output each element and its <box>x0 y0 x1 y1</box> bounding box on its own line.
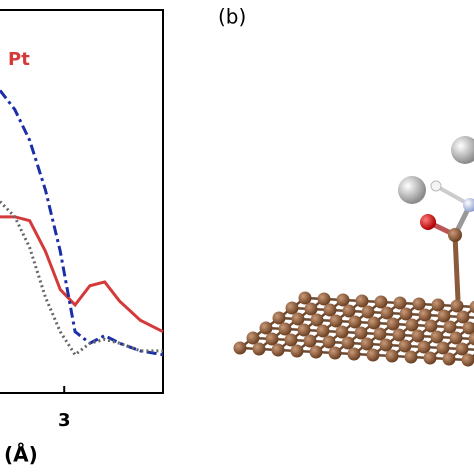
c-atom <box>424 319 438 333</box>
c-atom <box>361 305 375 319</box>
c-atom <box>398 339 412 353</box>
c-atom <box>355 294 369 308</box>
c-atom <box>392 328 406 342</box>
c-atom <box>298 291 312 305</box>
h-atom <box>430 180 442 192</box>
c-atom <box>373 327 387 341</box>
panel-label: (b) <box>218 5 246 29</box>
c-atom <box>336 293 350 307</box>
c-atom <box>285 301 299 315</box>
series-line <box>0 215 164 334</box>
c-atom <box>393 296 407 310</box>
c-atom <box>367 316 381 330</box>
c-atom <box>411 329 425 343</box>
c-atom <box>259 321 273 335</box>
c-atom <box>462 321 474 335</box>
c-atom <box>341 336 355 350</box>
c-atom <box>399 307 413 321</box>
n-atom <box>463 198 474 212</box>
c-atom <box>347 347 361 361</box>
c-atom <box>323 303 337 317</box>
c-atom <box>374 295 388 309</box>
c-atom <box>342 304 356 318</box>
c-atom <box>418 308 432 322</box>
c-atom <box>265 332 279 346</box>
plot-area: 3 (Å) Pt <box>0 49 164 467</box>
c-atom <box>449 331 463 345</box>
c-atom <box>246 331 260 345</box>
c-atom <box>469 300 474 314</box>
c-atom <box>310 313 324 327</box>
c-atom <box>455 342 469 356</box>
c-atom <box>297 323 311 337</box>
c-atom <box>431 298 445 312</box>
molecule <box>398 136 474 301</box>
c-atom <box>436 341 450 355</box>
c-atom <box>385 349 399 363</box>
c-atom <box>448 228 462 242</box>
c-atom <box>303 334 317 348</box>
c-atom <box>309 345 323 359</box>
c-atom <box>233 341 247 355</box>
c-atom <box>380 306 394 320</box>
c-atom <box>290 344 304 358</box>
c-atom <box>468 332 474 346</box>
c-atom <box>348 315 362 329</box>
c-atom <box>430 330 444 344</box>
c-atom <box>271 343 285 357</box>
c-atom <box>442 352 456 366</box>
c-atom <box>366 348 380 362</box>
c-atom <box>322 335 336 349</box>
c-atom <box>317 292 331 306</box>
x-axis-label: (Å) <box>4 443 38 467</box>
c-atom <box>404 350 418 364</box>
series-line <box>0 89 164 357</box>
c-atom <box>379 338 393 352</box>
c-atom <box>443 320 457 334</box>
c-atom <box>412 297 426 311</box>
series-line <box>0 200 163 357</box>
c-atom <box>329 314 343 328</box>
graphene-sheet <box>233 291 474 367</box>
c-atom <box>456 310 470 324</box>
c-atom <box>386 317 400 331</box>
c-atom <box>417 340 431 354</box>
c-atom <box>461 353 474 367</box>
c-atom <box>252 342 266 356</box>
c-atom <box>335 325 349 339</box>
c-atom <box>304 302 318 316</box>
c-atom <box>423 351 437 365</box>
pt-atom <box>398 176 426 204</box>
c-atom <box>405 318 419 332</box>
c-atom <box>450 299 464 313</box>
c-atom <box>328 346 342 360</box>
bond <box>452 234 461 301</box>
pt-atom <box>451 136 474 164</box>
c-atom <box>437 309 451 323</box>
c-atom <box>354 326 368 340</box>
plot-frame <box>0 9 164 394</box>
c-atom <box>360 337 374 351</box>
o-atom <box>420 214 436 230</box>
c-atom <box>284 333 298 347</box>
c-atom <box>278 322 292 336</box>
c-atom <box>316 324 330 338</box>
x-tick-label: 3 <box>58 410 71 431</box>
series-label: Pt <box>8 49 30 70</box>
c-atom <box>291 312 305 326</box>
c-atom <box>272 311 286 325</box>
